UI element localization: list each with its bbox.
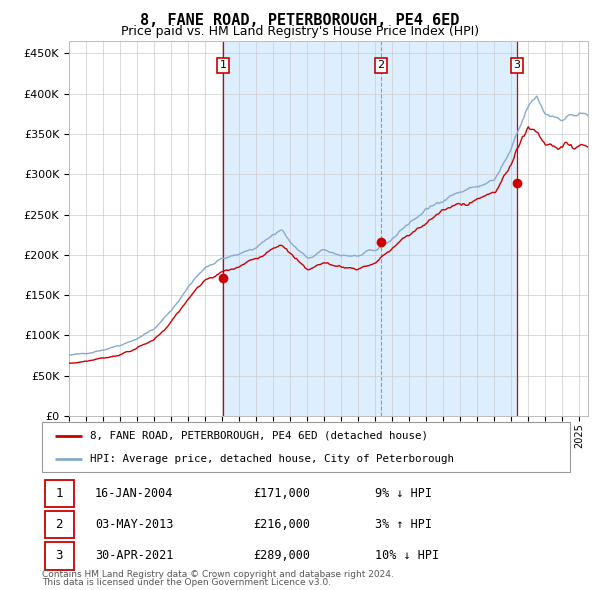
Text: 8, FANE ROAD, PETERBOROUGH, PE4 6ED (detached house): 8, FANE ROAD, PETERBOROUGH, PE4 6ED (det… — [89, 431, 428, 441]
Bar — [223, 41, 517, 416]
Text: 16-JAN-2004: 16-JAN-2004 — [95, 487, 173, 500]
Text: Contains HM Land Registry data © Crown copyright and database right 2024.: Contains HM Land Registry data © Crown c… — [42, 570, 394, 579]
Text: 2: 2 — [55, 518, 63, 532]
Text: 3% ↑ HPI: 3% ↑ HPI — [374, 518, 431, 532]
Text: 8, FANE ROAD, PETERBOROUGH, PE4 6ED: 8, FANE ROAD, PETERBOROUGH, PE4 6ED — [140, 13, 460, 28]
Text: Price paid vs. HM Land Registry's House Price Index (HPI): Price paid vs. HM Land Registry's House … — [121, 25, 479, 38]
Text: This data is licensed under the Open Government Licence v3.0.: This data is licensed under the Open Gov… — [42, 578, 331, 587]
Text: £216,000: £216,000 — [253, 518, 310, 532]
Text: 03-MAY-2013: 03-MAY-2013 — [95, 518, 173, 532]
Text: £289,000: £289,000 — [253, 549, 310, 562]
FancyBboxPatch shape — [44, 542, 74, 569]
Text: 3: 3 — [55, 549, 63, 562]
FancyBboxPatch shape — [42, 422, 570, 472]
Text: 1: 1 — [220, 60, 226, 70]
Text: 3: 3 — [514, 60, 521, 70]
Text: £171,000: £171,000 — [253, 487, 310, 500]
Text: 30-APR-2021: 30-APR-2021 — [95, 549, 173, 562]
Text: 1: 1 — [55, 487, 63, 500]
FancyBboxPatch shape — [44, 480, 74, 507]
FancyBboxPatch shape — [44, 511, 74, 539]
Text: 9% ↓ HPI: 9% ↓ HPI — [374, 487, 431, 500]
Text: HPI: Average price, detached house, City of Peterborough: HPI: Average price, detached house, City… — [89, 454, 454, 464]
Text: 2: 2 — [377, 60, 385, 70]
Text: 10% ↓ HPI: 10% ↓ HPI — [374, 549, 439, 562]
